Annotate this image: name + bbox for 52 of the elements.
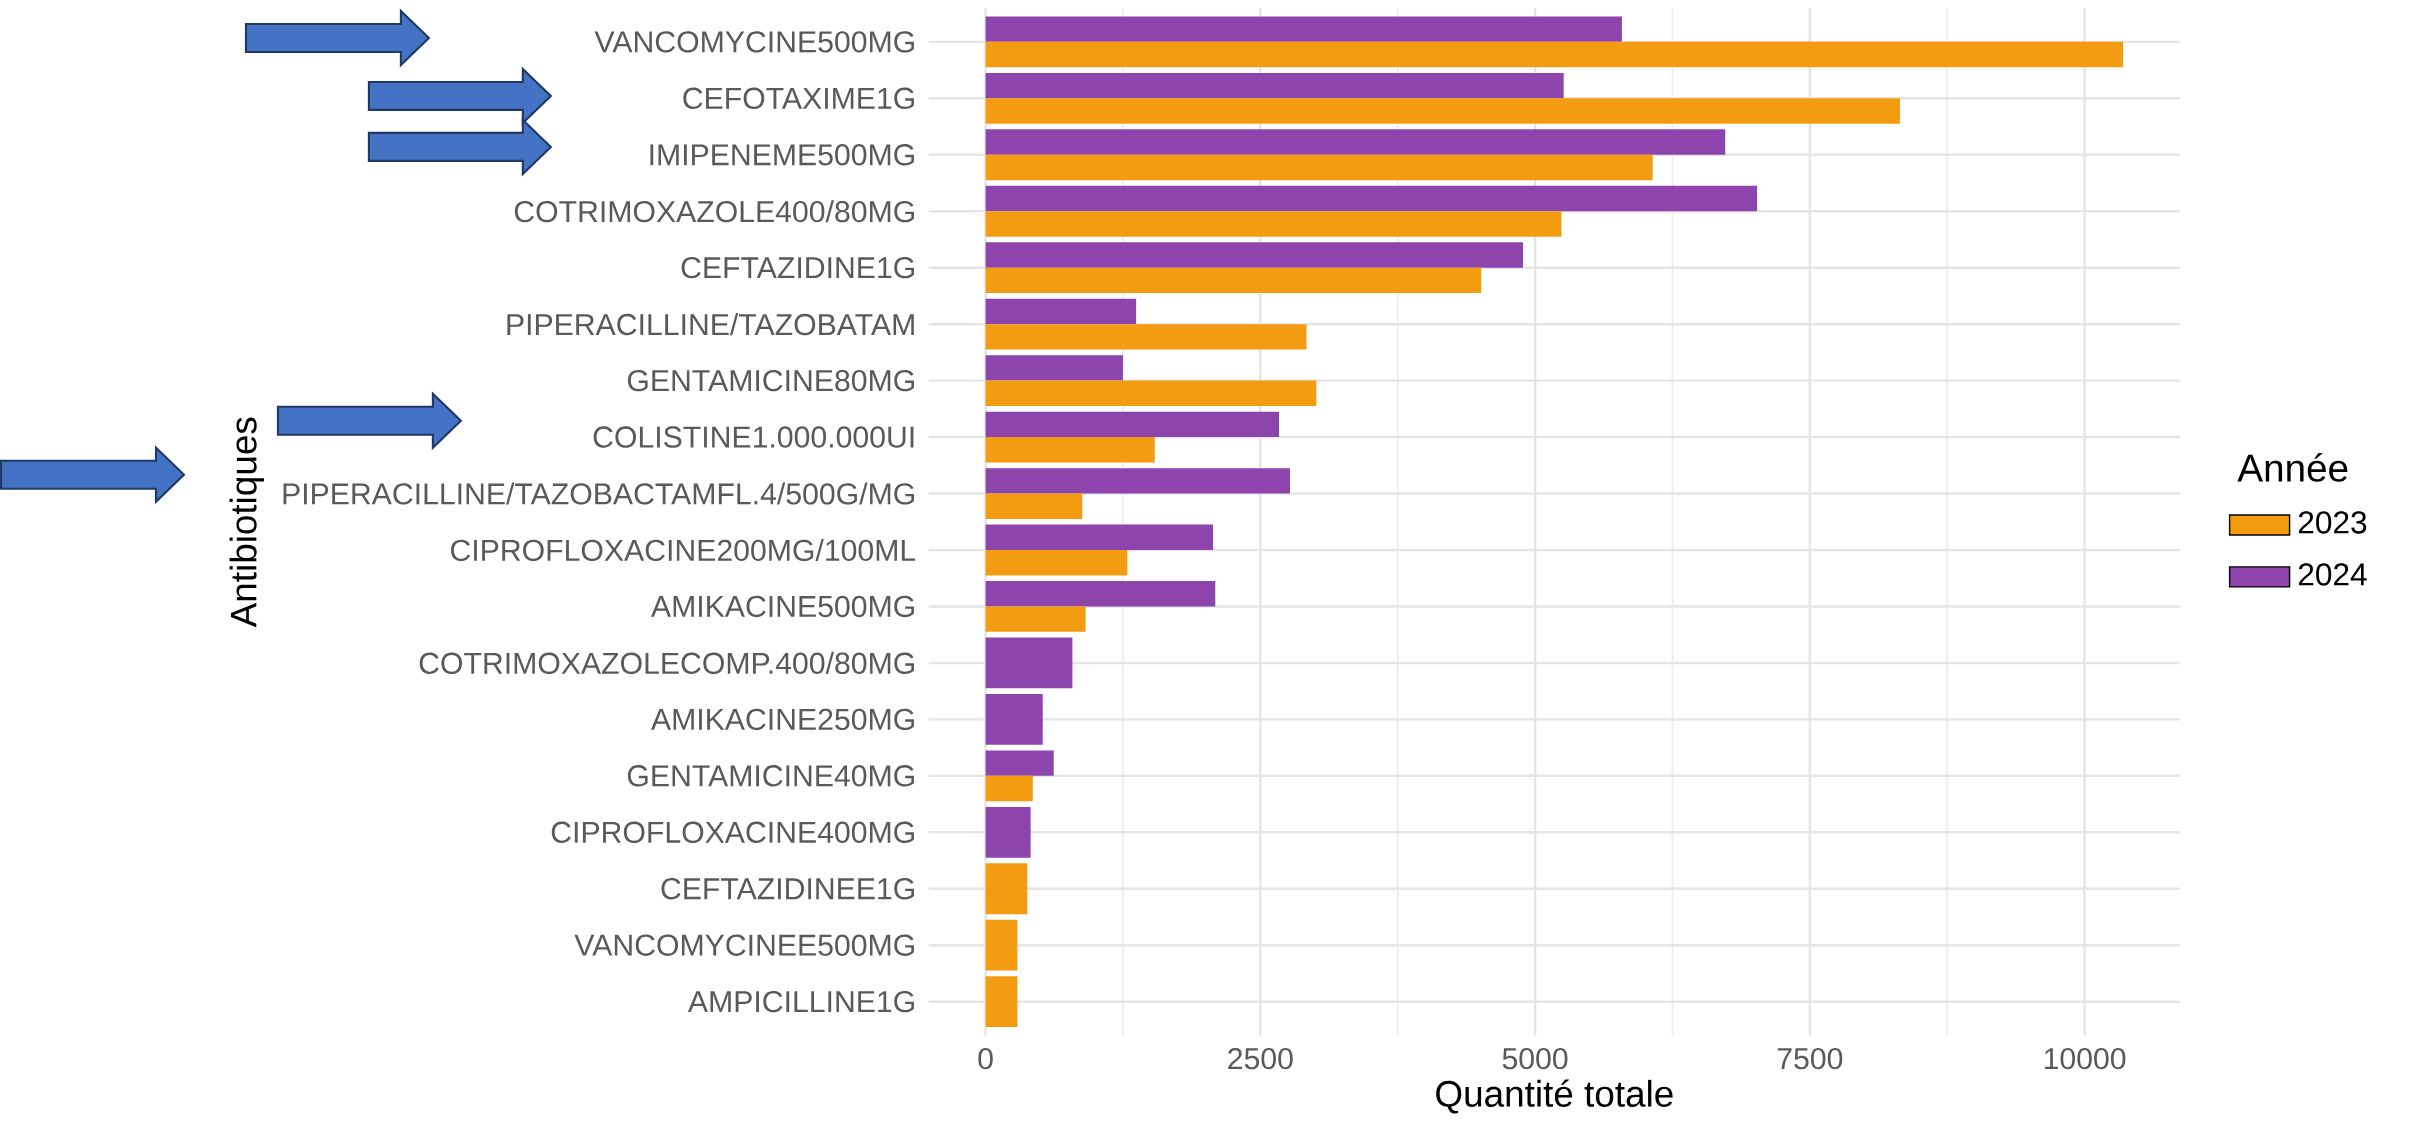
legend-label: 2023 — [2298, 511, 2367, 534]
bar — [985, 185, 1758, 212]
y-tick-label: COTRIMOXAZOLE400/80MG — [514, 199, 914, 223]
x-axis-title: Quantité totale — [1436, 1079, 1673, 1114]
x-tick-label: 10000 — [2044, 1047, 2126, 1070]
legend-label: 2024 — [2298, 562, 2367, 586]
y-tick-label: CEFOTAXIME1G — [683, 87, 914, 109]
bar — [985, 41, 2124, 68]
bar — [985, 467, 1291, 494]
y-tick-label: CEFTAZIDINE1G — [681, 256, 914, 279]
bar — [985, 380, 1317, 406]
y-tick-label: CIPROFLOXACINE200MG/100ML — [451, 538, 916, 561]
bar — [985, 606, 1086, 632]
bar — [985, 323, 1307, 350]
x-tick-label: 7500 — [1777, 1047, 1843, 1070]
y-tick-label: GENTAMICINE80MG — [627, 369, 914, 392]
bar — [985, 16, 1622, 42]
bar — [985, 154, 1653, 180]
bar — [985, 493, 1083, 519]
y-tick-label: PIPERACILLINE/TAZOBATAM — [507, 312, 914, 335]
bar — [985, 298, 1137, 324]
bar — [985, 242, 1524, 268]
bar — [985, 436, 1155, 463]
y-tick-label: PIPERACILLINE/TAZOBACTAMFL.4/500G/MG — [283, 482, 914, 505]
y-tick-label: VANCOMYCINEE500MG — [574, 934, 914, 956]
y-tick-label: GENTAMICINE40MG — [627, 764, 914, 787]
x-tick-label: 0 — [978, 1047, 993, 1070]
bar — [985, 267, 1482, 293]
y-tick-label: AMPICILLINE1G — [687, 990, 914, 1013]
y-axis-title: Antibiotiques — [229, 417, 264, 628]
x-tick-label: 2500 — [1228, 1047, 1293, 1070]
bar — [985, 211, 1562, 237]
bar — [985, 750, 1054, 776]
y-tick-label: COTRIMOXAZOLECOMP.400/80MG — [419, 651, 914, 674]
bar — [985, 775, 1033, 801]
y-tick-label: AMIKACINE500MG — [651, 595, 914, 617]
y-tick-label: COLISTINE1.000.000UI — [593, 426, 914, 448]
y-tick-label: CIPROFLOXACINE400MG — [551, 821, 914, 843]
bar — [985, 98, 1900, 124]
bar — [985, 549, 1128, 576]
y-tick-label: IMIPENEME500MG — [650, 143, 914, 166]
bar — [985, 354, 1123, 381]
y-tick-label: CEFTAZIDINEE1G — [661, 877, 914, 900]
bar — [985, 129, 1726, 155]
bar — [985, 72, 1564, 99]
y-tick-label: VANCOMYCINE500MG — [594, 30, 914, 53]
x-tick-label: 5000 — [1502, 1047, 1568, 1070]
bar — [985, 580, 1216, 607]
y-tick-label: AMIKACINE250MG — [651, 708, 914, 730]
legend-title: Année — [2237, 452, 2348, 482]
bar — [985, 411, 1280, 437]
bar — [985, 524, 1214, 550]
